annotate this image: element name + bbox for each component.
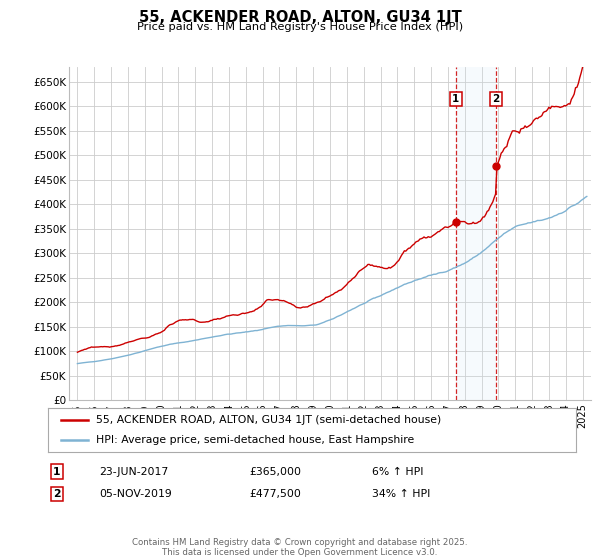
Text: 23-JUN-2017: 23-JUN-2017 xyxy=(99,466,168,477)
Text: 1: 1 xyxy=(53,466,61,477)
Text: 1: 1 xyxy=(452,94,460,104)
Text: 34% ↑ HPI: 34% ↑ HPI xyxy=(372,489,430,499)
Bar xyxy=(456,67,496,400)
Text: 2: 2 xyxy=(53,489,61,499)
Text: 55, ACKENDER ROAD, ALTON, GU34 1JT (semi-detached house): 55, ACKENDER ROAD, ALTON, GU34 1JT (semi… xyxy=(95,415,441,425)
Text: Price paid vs. HM Land Registry's House Price Index (HPI): Price paid vs. HM Land Registry's House … xyxy=(137,22,463,32)
Text: £365,000: £365,000 xyxy=(249,466,301,477)
Text: Contains HM Land Registry data © Crown copyright and database right 2025.
This d: Contains HM Land Registry data © Crown c… xyxy=(132,538,468,557)
Text: HPI: Average price, semi-detached house, East Hampshire: HPI: Average price, semi-detached house,… xyxy=(95,435,414,445)
Text: 2: 2 xyxy=(492,94,499,104)
Text: 55, ACKENDER ROAD, ALTON, GU34 1JT: 55, ACKENDER ROAD, ALTON, GU34 1JT xyxy=(139,10,461,25)
Text: 6% ↑ HPI: 6% ↑ HPI xyxy=(372,466,424,477)
Text: 05-NOV-2019: 05-NOV-2019 xyxy=(99,489,172,499)
Text: £477,500: £477,500 xyxy=(249,489,301,499)
